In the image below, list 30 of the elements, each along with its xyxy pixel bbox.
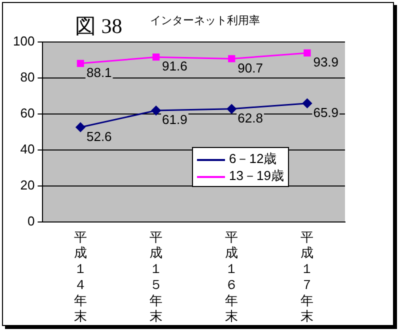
y-tick-label: 0	[27, 213, 35, 228]
point	[152, 54, 160, 61]
data-label: 90.7	[238, 60, 263, 76]
point	[228, 55, 236, 62]
chart-subtitle: インターネット利用率	[150, 14, 260, 28]
legend-label: 13－19歳	[228, 167, 284, 184]
point	[76, 60, 84, 67]
data-label: 65.9	[313, 104, 339, 120]
point	[302, 98, 312, 108]
data-label: 52.6	[86, 128, 112, 144]
legend-label: 6－12歳	[228, 150, 278, 167]
data-label: 93.9	[313, 54, 339, 70]
data-label: 88.1	[86, 64, 112, 80]
x-tick-label: 平成１４年末	[74, 229, 87, 324]
point	[76, 122, 86, 132]
data-label: 61.9	[162, 112, 188, 128]
y-tick-label: 40	[20, 141, 35, 156]
data-label: 91.6	[162, 58, 188, 74]
y-tick-label: 20	[20, 177, 35, 192]
x-tick-label: 平成１７年末	[300, 229, 314, 324]
point	[304, 49, 311, 57]
data-label: 62.8	[238, 110, 263, 126]
chart-title: 図 38	[75, 13, 122, 40]
y-tick-label: 100	[12, 34, 35, 49]
y-tick-label: 80	[20, 70, 35, 85]
point	[151, 106, 161, 116]
point	[226, 104, 236, 114]
y-tick-label: 60	[20, 106, 35, 121]
x-tick-label: 平成１５年末	[150, 229, 163, 324]
x-tick-label: 平成１６年末	[225, 229, 238, 324]
